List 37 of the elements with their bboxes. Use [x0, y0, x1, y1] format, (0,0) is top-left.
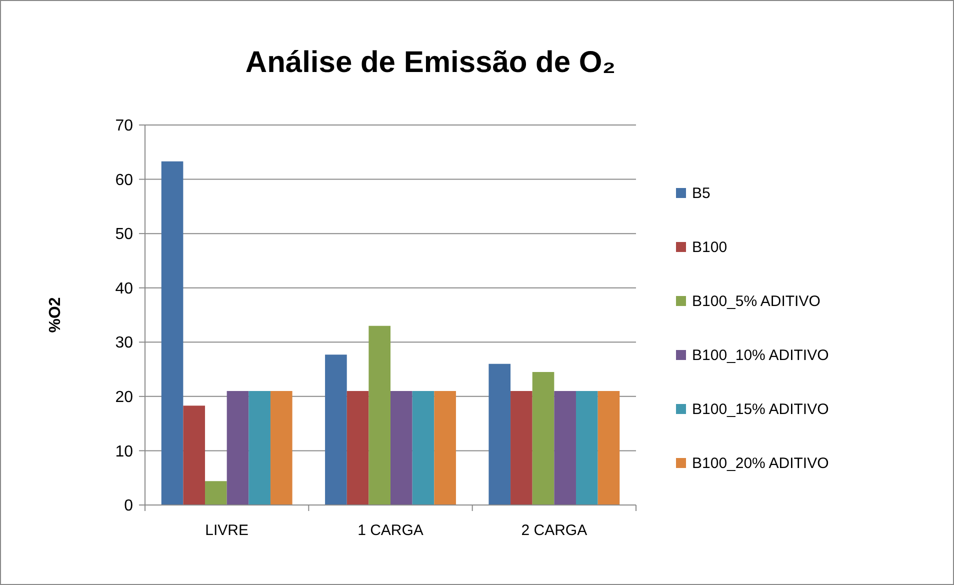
chart-title: Análise de Emissão de O₂	[245, 46, 616, 79]
bar	[598, 391, 620, 505]
y-axis-title: %O2	[47, 297, 64, 333]
legend-label: B100_5% ADITIVO	[692, 293, 820, 310]
y-tick-label: 10	[115, 443, 134, 460]
y-tick-label: 70	[115, 118, 134, 135]
x-tick-label: LIVRE	[205, 522, 249, 539]
y-tick-label: 0	[124, 498, 134, 515]
legend-label: B100_15% ADITIVO	[692, 401, 829, 418]
x-tick-label: 2 CARGA	[521, 522, 588, 539]
bar	[532, 372, 554, 505]
bar	[183, 406, 206, 505]
y-tick-label: 60	[115, 172, 134, 189]
y-tick-label: 20	[115, 389, 134, 406]
bar	[346, 391, 369, 505]
x-tick-label: 1 CARGA	[358, 522, 424, 539]
bar	[248, 391, 270, 505]
legend-label: B100	[692, 239, 728, 256]
bar	[510, 391, 532, 505]
bar	[390, 391, 412, 505]
y-tick-label: 40	[115, 280, 134, 298]
bar	[205, 481, 227, 505]
legend-label: B100_10% ADITIVO	[692, 347, 829, 364]
bar	[554, 391, 576, 505]
bar	[270, 391, 292, 505]
y-tick-label: 50	[115, 226, 134, 244]
bar	[412, 391, 434, 505]
bar	[368, 326, 390, 505]
legend-label: B5	[692, 185, 710, 202]
y-tick-label: 30	[115, 334, 134, 352]
legend-label: B100_20% ADITIVO	[692, 455, 829, 472]
bar	[488, 364, 511, 505]
bar	[576, 391, 598, 505]
bar	[226, 391, 249, 505]
bar	[434, 391, 456, 505]
bar	[161, 161, 184, 505]
bar	[325, 354, 347, 505]
